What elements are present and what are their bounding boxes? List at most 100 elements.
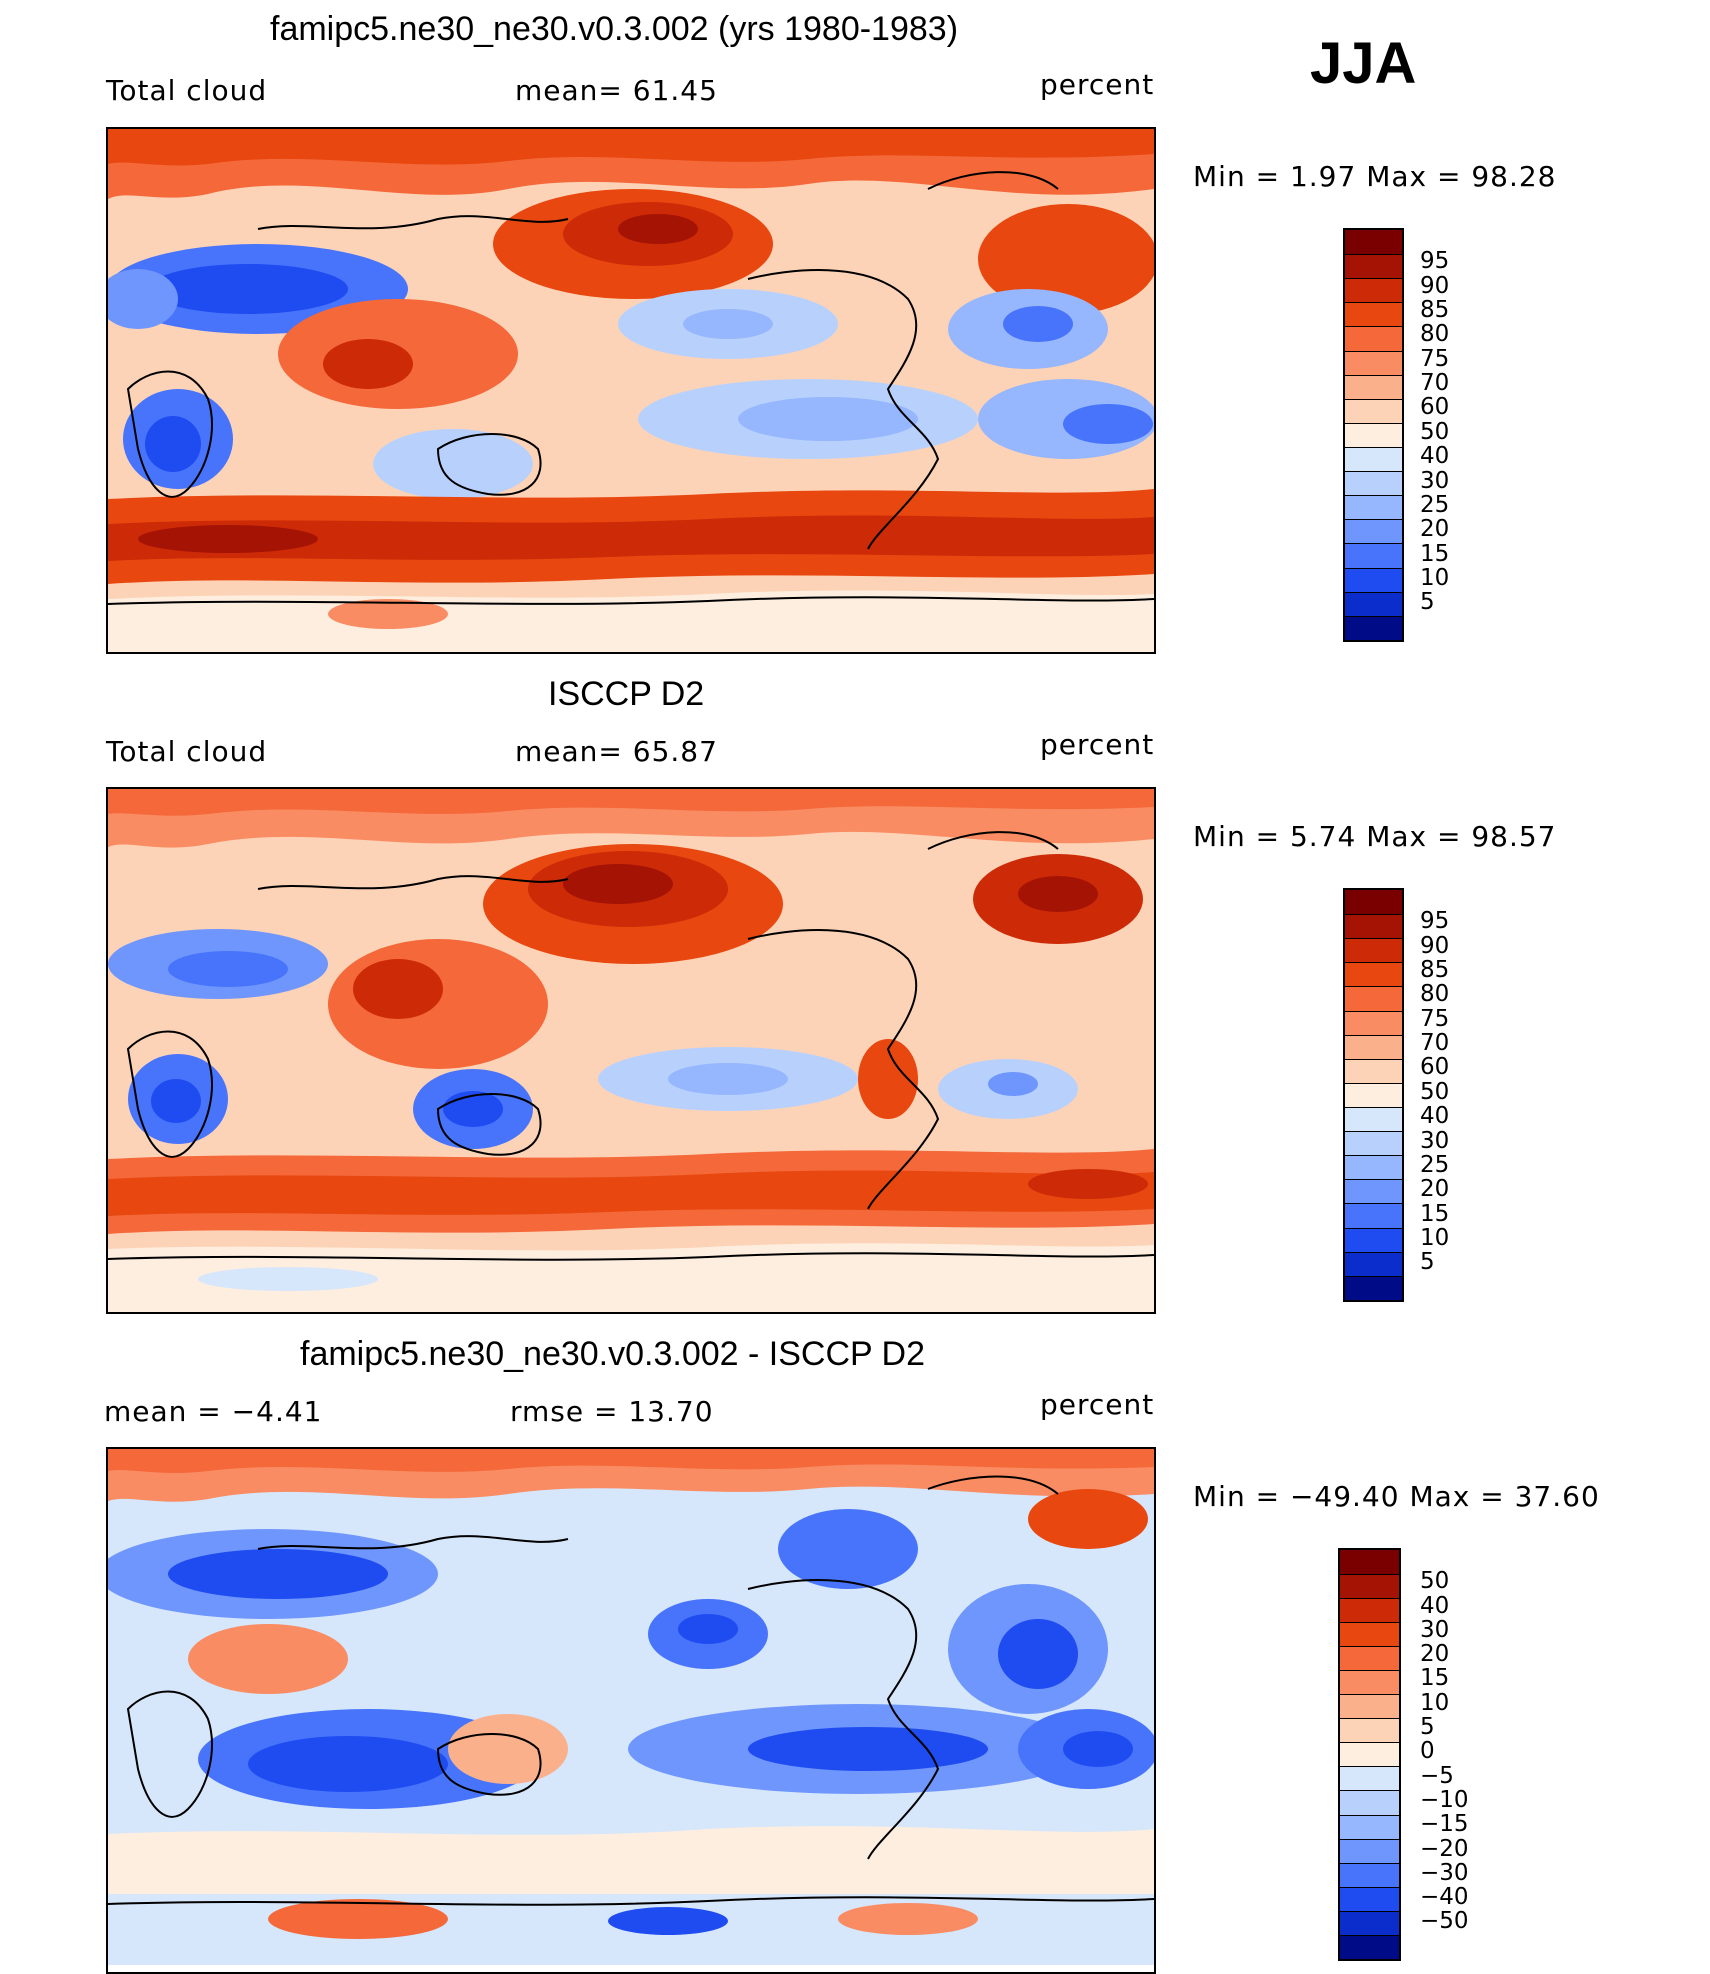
colorbar-segment [1340, 1886, 1399, 1911]
colorbar-tick-label: 75 [1420, 1005, 1450, 1032]
colorbar-tick-label: 70 [1420, 1030, 1450, 1057]
colorbar-segment [1345, 230, 1402, 255]
colorbar-segment [1345, 422, 1402, 447]
colorbar-tick-label: 50 [1420, 418, 1450, 445]
colorbar-segment [1345, 1058, 1402, 1083]
colorbar-tick-label: 5 [1420, 1714, 1435, 1741]
colorbar-segment [1345, 1251, 1402, 1276]
panel2-mean-label: mean= 65.87 [515, 735, 718, 768]
colorbar-tick-label: 15 [1420, 540, 1450, 567]
panel1-colorbar [1343, 228, 1404, 642]
colorbar-segment [1345, 374, 1402, 399]
colorbar-tick-label: −50 [1420, 1908, 1469, 1935]
colorbar-segment [1345, 962, 1402, 987]
colorbar-segment [1345, 1106, 1402, 1132]
panel2-map [106, 787, 1156, 1314]
colorbar-tick-label: 80 [1420, 981, 1450, 1008]
colorbar-segment [1345, 519, 1402, 544]
panel2-colorbar [1343, 888, 1404, 1302]
colorbar-segment [1345, 1179, 1402, 1204]
colorbar-segment [1340, 1766, 1399, 1791]
panel2-minmax: Min = 5.74 Max = 98.57 [1193, 820, 1557, 853]
colorbar-tick-label: −30 [1420, 1859, 1469, 1886]
colorbar-segment [1345, 350, 1402, 375]
colorbar-segment [1340, 1910, 1399, 1935]
colorbar-segment [1340, 1670, 1399, 1695]
colorbar-segment [1345, 495, 1402, 520]
colorbar-segment [1345, 471, 1402, 496]
colorbar-segment [1340, 1790, 1399, 1815]
panel1-colorbar-ticks: 95 90 85 80 75 70 60 50 40 30 25 20 15 10 5 [1420, 228, 1500, 642]
colorbar-segment [1340, 1838, 1399, 1863]
colorbar-tick-label: 70 [1420, 370, 1450, 397]
colorbar-tick-label: 85 [1420, 297, 1450, 324]
panel3-colorbar-ticks: 50 40 30 20 15 10 5 0 −5 −10 −15 −20 −30 −40 −50 [1420, 1548, 1500, 1961]
panel2-units-label: percent [1040, 728, 1155, 761]
panel1-title: famipc5.ne30_ne30.v0.3.002 (yrs 1980-198… [270, 10, 959, 48]
colorbar-segment [1345, 446, 1402, 472]
colorbar-segment [1345, 278, 1402, 303]
colorbar-tick-label: 30 [1420, 1616, 1450, 1643]
colorbar-tick-label: 95 [1420, 248, 1450, 275]
colorbar-segment [1345, 254, 1402, 279]
colorbar-segment [1340, 1814, 1399, 1839]
colorbar-tick-label: −40 [1420, 1884, 1469, 1911]
colorbar-tick-label: 90 [1420, 272, 1450, 299]
colorbar-segment [1345, 567, 1402, 592]
panel1-minmax: Min = 1.97 Max = 98.28 [1193, 160, 1557, 193]
season-label: JJA [1310, 31, 1417, 96]
colorbar-segment [1340, 1694, 1399, 1719]
colorbar-tick-label: −10 [1420, 1786, 1469, 1813]
colorbar-segment [1345, 591, 1402, 616]
colorbar-tick-label: 25 [1420, 1151, 1450, 1178]
colorbar-segment [1345, 914, 1402, 939]
colorbar-segment [1345, 398, 1402, 423]
panel1-map [106, 127, 1156, 654]
colorbar-segment [1345, 1034, 1402, 1059]
colorbar-tick-label: 90 [1420, 932, 1450, 959]
colorbar-segment [1340, 1934, 1399, 1959]
colorbar-tick-label: 15 [1420, 1665, 1450, 1692]
panel3-contour-field [108, 1449, 1154, 1965]
colorbar-tick-label: 25 [1420, 491, 1450, 518]
colorbar-segment [1345, 1010, 1402, 1035]
colorbar-segment [1345, 890, 1402, 915]
colorbar-segment [1345, 302, 1402, 327]
colorbar-segment [1345, 615, 1402, 640]
colorbar-segment [1340, 1718, 1399, 1743]
colorbar-tick-label: −15 [1420, 1811, 1469, 1838]
panel2-title: ISCCP D2 [548, 675, 705, 713]
colorbar-tick-label: 85 [1420, 957, 1450, 984]
colorbar-tick-label: 80 [1420, 321, 1450, 348]
colorbar-tick-label: 20 [1420, 516, 1450, 543]
panel3-map [106, 1447, 1156, 1974]
colorbar-segment [1340, 1622, 1399, 1647]
panel3-colorbar [1338, 1548, 1401, 1961]
colorbar-tick-label: 60 [1420, 394, 1450, 421]
colorbar-tick-label: 30 [1420, 467, 1450, 494]
colorbar-segment [1340, 1598, 1399, 1623]
colorbar-tick-label: 40 [1420, 443, 1450, 470]
panel3-minmax: Min = −49.40 Max = 37.60 [1193, 1480, 1600, 1513]
colorbar-segment [1345, 326, 1402, 351]
panel3-rmse-label: rmse = 13.70 [510, 1395, 714, 1428]
colorbar-tick-label: 0 [1420, 1738, 1435, 1765]
colorbar-tick-label: 60 [1420, 1054, 1450, 1081]
colorbar-tick-label: 75 [1420, 345, 1450, 372]
colorbar-tick-label: 30 [1420, 1127, 1450, 1154]
colorbar-segment [1340, 1862, 1399, 1887]
panel2-contour-field [108, 789, 1154, 1312]
colorbar-tick-label: 10 [1420, 564, 1450, 591]
colorbar-segment [1345, 1203, 1402, 1228]
colorbar-segment [1345, 1131, 1402, 1156]
colorbar-tick-label: 40 [1420, 1103, 1450, 1130]
panel3-mean-label: mean = −4.41 [104, 1395, 323, 1428]
colorbar-tick-label: 20 [1420, 1176, 1450, 1203]
panel1-variable-label: Total cloud [106, 74, 268, 107]
colorbar-segment [1345, 986, 1402, 1011]
colorbar-segment [1340, 1550, 1399, 1575]
colorbar-tick-label: 20 [1420, 1641, 1450, 1668]
colorbar-tick-label: 5 [1420, 589, 1435, 616]
colorbar-segment [1345, 938, 1402, 963]
colorbar-tick-label: 50 [1420, 1568, 1450, 1595]
